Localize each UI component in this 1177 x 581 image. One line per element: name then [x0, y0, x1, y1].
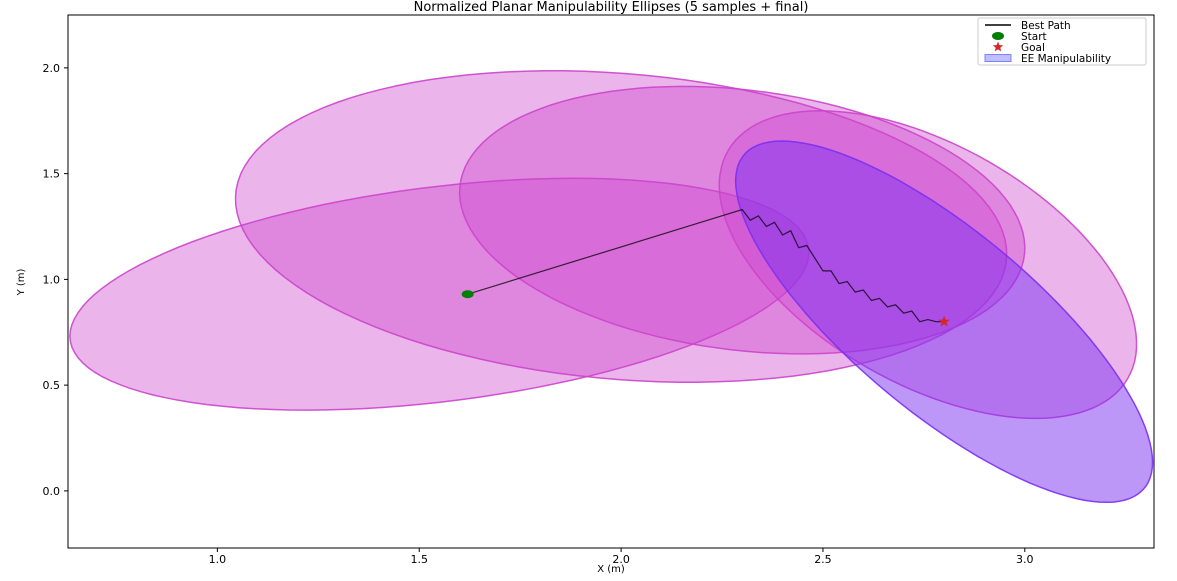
y-axis-label: Y (m) [16, 268, 27, 296]
legend-label: Best Path [1021, 20, 1071, 32]
y-tick-label: 1.0 [43, 273, 61, 286]
start-marker [461, 290, 474, 299]
x-tick-label: 2.0 [612, 553, 630, 566]
y-tick-label: 0.5 [43, 379, 61, 392]
chart-title: Normalized Planar Manipulability Ellipse… [414, 0, 809, 15]
legend-item: EE Manipulability [984, 53, 1111, 65]
y-tick-label: 0.0 [43, 485, 61, 498]
legend-item: Start [992, 31, 1047, 43]
ellipses-layer [69, 70, 1154, 504]
legend-label: Start [1021, 31, 1047, 43]
x-axis-label: X (m) [597, 564, 625, 575]
best-path-line [467, 208, 945, 323]
sample-ellipse-1 [69, 177, 810, 411]
y-tick-label: 1.5 [43, 168, 61, 181]
legend-item: Best Path [985, 20, 1071, 32]
legend-patch-swatch [984, 54, 1012, 62]
axes-frame [67, 14, 1155, 549]
legend-star-swatch [992, 41, 1004, 52]
legend-item: Goal [992, 41, 1045, 54]
x-ticks: 1.0 1.5 2.0 2.5 3.0 [209, 548, 1034, 566]
y-tick-label: 2.0 [43, 62, 61, 75]
y-ticks: 0.0 0.5 1.0 1.5 2.0 [43, 62, 68, 498]
legend-label: Goal [1021, 42, 1045, 54]
x-tick-label: 2.5 [814, 553, 832, 566]
legend-box [977, 17, 1147, 66]
legend-circle-swatch [992, 32, 1004, 40]
path-layer [467, 208, 945, 323]
legend-label: EE Manipulability [1021, 53, 1111, 65]
x-tick-label: 1.0 [209, 553, 227, 566]
goal-marker [938, 315, 950, 327]
markers-layer [461, 290, 950, 327]
x-tick-label: 3.0 [1016, 553, 1034, 566]
x-tick-label: 1.5 [410, 553, 428, 566]
